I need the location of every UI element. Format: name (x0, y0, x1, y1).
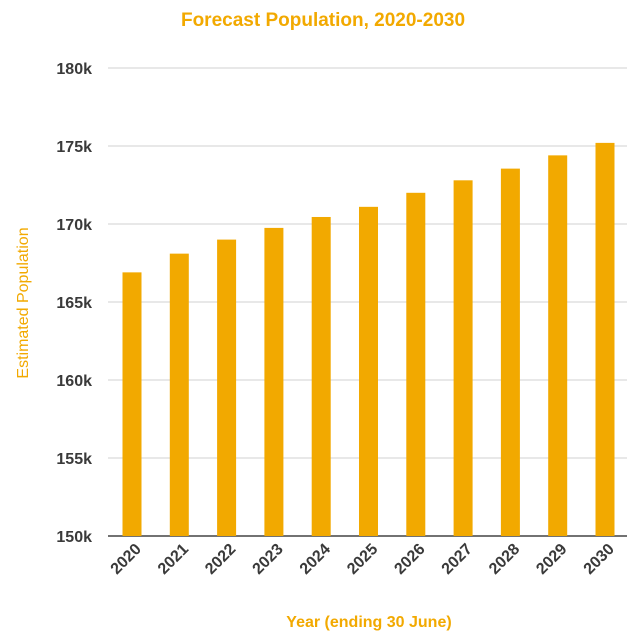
bar-2023 (264, 227, 284, 536)
bar-2025 (359, 206, 378, 536)
bar-2030 (595, 142, 615, 536)
y-tick-label: 170k (56, 217, 92, 234)
bars (122, 142, 615, 537)
bar-2024 (311, 216, 331, 537)
x-tick-label: 2020 (108, 541, 145, 578)
x-tick-label: 2021 (155, 541, 192, 578)
x-tick-label: 2026 (391, 541, 428, 578)
y-tick-label: 160k (56, 373, 92, 390)
x-tick-label: 2022 (202, 541, 239, 578)
x-axis-label: Year (ending 30 June) (286, 614, 451, 631)
x-axis-ticks: 2020 2021 2022 2023 2024 2025 2026 2027 2028 2029… (108, 541, 618, 578)
bar-2020 (122, 272, 142, 536)
y-axis-label: Estimated Population (15, 227, 32, 378)
bar-2021 (169, 253, 189, 536)
x-tick-label: 2028 (486, 541, 523, 578)
x-tick-label: 2024 (297, 541, 334, 578)
bar-2022 (217, 239, 237, 536)
chart-title: Forecast Population, 2020-2030 (181, 10, 465, 31)
y-tick-label: 180k (56, 61, 92, 78)
y-axis-ticks: 150k 155k 160k 165k 170k 175k 180k (56, 61, 92, 546)
bar-2028 (500, 168, 520, 536)
y-tick-label: 175k (56, 139, 92, 156)
bar-2027 (453, 180, 473, 536)
x-tick-label: 2029 (533, 541, 570, 578)
bar-2026 (406, 192, 426, 537)
y-tick-label: 155k (56, 451, 92, 468)
y-tick-label: 165k (56, 295, 92, 312)
x-tick-label: 2030 (581, 541, 618, 578)
bar-2029 (548, 155, 568, 537)
y-tick-label: 150k (56, 529, 92, 546)
x-tick-label: 2027 (439, 541, 476, 578)
x-tick-label: 2025 (344, 541, 381, 578)
x-tick-label: 2023 (250, 541, 287, 578)
